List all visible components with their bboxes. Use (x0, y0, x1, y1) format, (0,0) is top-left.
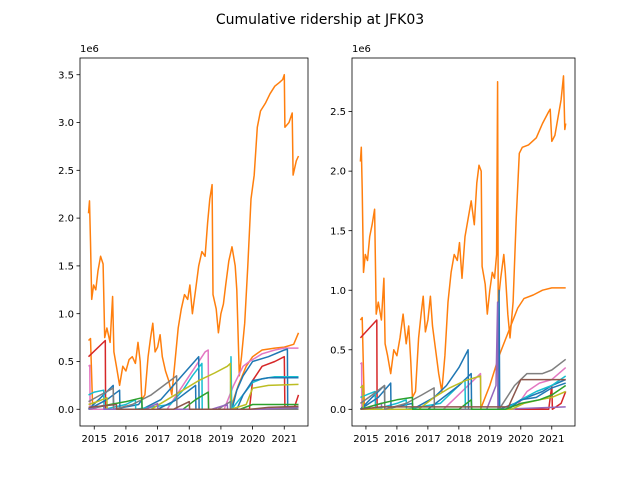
left-axes: 2015 2016 2017 2018 2019 2020 2021 0.0 0.5 1.0 1.5… (58, 44, 309, 445)
left-y-tick-label-5: 2.5 (58, 166, 74, 177)
left-y-tick-label-1: 0.5 (58, 357, 74, 368)
left-x-tick-label-3: 2018 (177, 434, 202, 445)
right-y-tick-label-3: 1.5 (330, 226, 346, 237)
right-series-line-0 (359, 75, 567, 399)
right-axes-frame (351, 57, 576, 427)
right-y-tick-label-0: 0.0 (330, 405, 346, 416)
left-y-offset-label: 1e6 (80, 44, 99, 55)
right-x-tick-label-2: 2017 (415, 434, 440, 445)
right-x-tick-label-0: 2015 (353, 434, 378, 445)
left-y-tick-label-7: 3.5 (58, 70, 74, 81)
right-series-line-7 (359, 372, 566, 411)
left-x-tick-label-5: 2020 (240, 434, 265, 445)
left-series-line-11 (88, 400, 299, 411)
right-series-line-9 (359, 358, 567, 411)
left-x-tick-label-1: 2016 (113, 434, 138, 445)
right-x-tick-label-6: 2021 (539, 434, 564, 445)
right-plot-area (359, 75, 567, 411)
right-y-offset-label: 1e6 (352, 44, 371, 55)
left-plot-area (87, 73, 300, 411)
left-series-line-0 (87, 73, 300, 401)
left-x-tick-label-6: 2021 (272, 434, 297, 445)
left-x-tick-label-4: 2019 (208, 434, 233, 445)
left-x-tick-label-2: 2017 (145, 434, 170, 445)
left-y-tick-label-4: 2.0 (58, 214, 74, 225)
left-series-line-7 (88, 362, 299, 411)
left-x-tick-label-0: 2015 (82, 434, 107, 445)
right-y-tick-label-1: 0.5 (330, 345, 346, 356)
left-y-tick-label-3: 1.5 (58, 261, 74, 272)
left-series-line-6 (88, 376, 299, 411)
right-x-tick-label-1: 2016 (384, 434, 409, 445)
left-y-tick-label-6: 3.0 (58, 118, 74, 129)
left-y-tick-label-0: 0.0 (58, 405, 74, 416)
right-series-line-11 (360, 378, 566, 411)
right-series-line-6 (360, 375, 567, 411)
right-x-tick-label-3: 2018 (446, 434, 471, 445)
right-series-line-10 (360, 384, 567, 411)
figure-title: Cumulative ridership at JFK03 (216, 12, 424, 28)
right-x-tick-label-5: 2020 (508, 434, 533, 445)
left-y-tick-label-2: 1.0 (58, 309, 74, 320)
right-y-tick-label-2: 1.0 (330, 286, 346, 297)
right-y-tick-label-4: 2.0 (330, 167, 346, 178)
right-series-line-5 (360, 301, 566, 411)
right-y-tick-label-5: 2.5 (330, 107, 346, 118)
right-axes: 2015 2016 2017 2018 2019 2020 2021 0.0 0.5 1.0 1.5… (330, 44, 576, 445)
right-x-tick-label-4: 2019 (477, 434, 502, 445)
left-axes-frame (79, 57, 309, 427)
left-series-line-8 (88, 375, 299, 411)
